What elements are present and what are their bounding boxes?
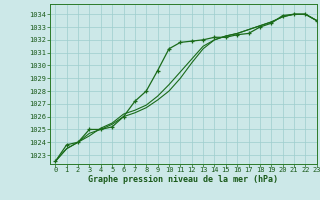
X-axis label: Graphe pression niveau de la mer (hPa): Graphe pression niveau de la mer (hPa) [88,175,278,184]
